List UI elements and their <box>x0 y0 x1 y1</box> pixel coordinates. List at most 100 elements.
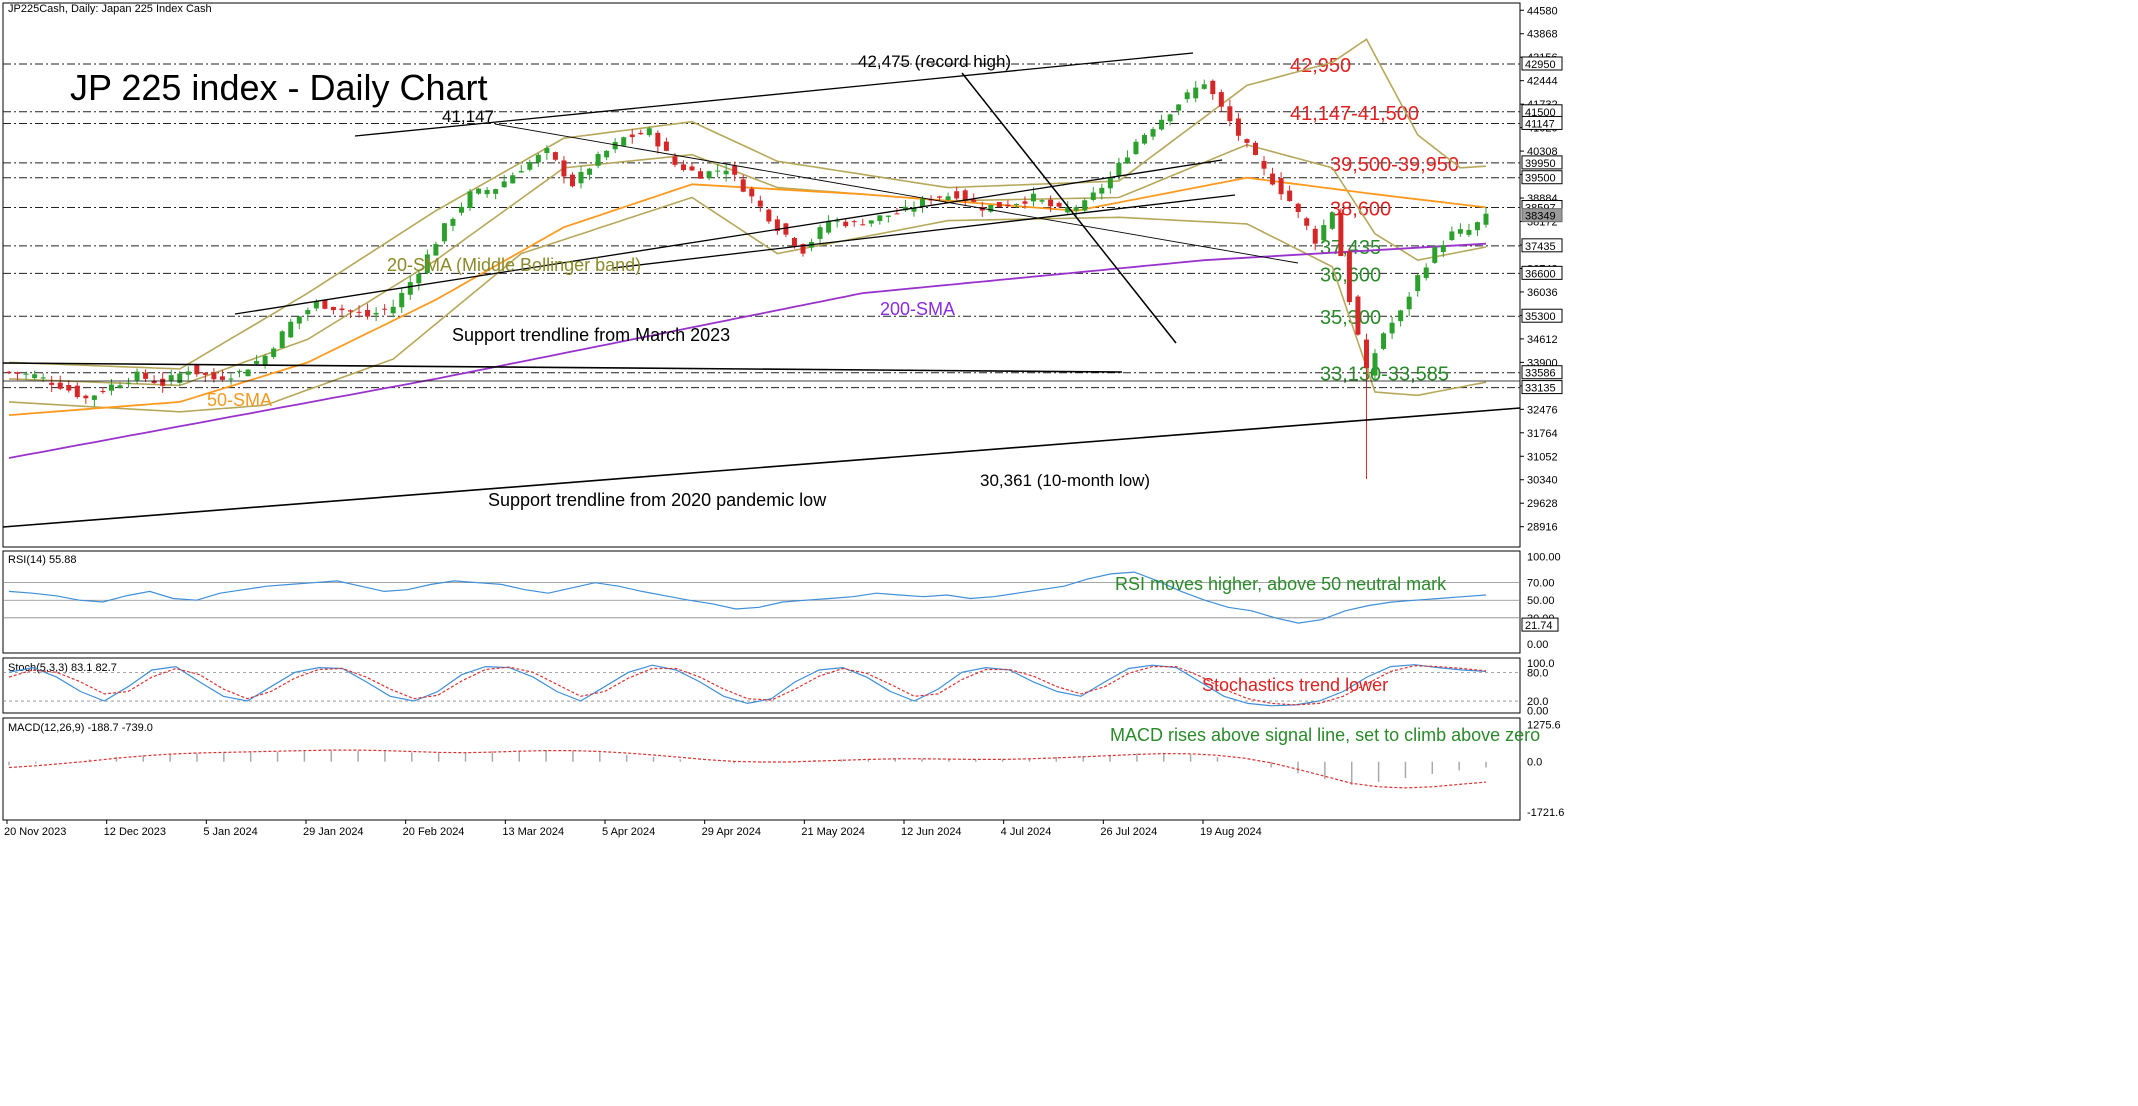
candle-body <box>962 190 968 201</box>
candle-body <box>561 160 567 177</box>
key-level-tag <box>1521 170 1563 185</box>
candle-body <box>330 306 336 311</box>
candle-body <box>1406 296 1412 310</box>
key-level-tag <box>1521 380 1563 395</box>
key-level-label: 38,600 <box>1330 199 1391 221</box>
candle-body <box>885 215 891 217</box>
candle-body <box>569 174 575 187</box>
x-axis-label: 21 May 2024 <box>801 826 865 838</box>
candle-body <box>851 221 857 223</box>
candle-body <box>1235 118 1241 136</box>
candle-body <box>433 244 439 256</box>
candle-body <box>407 282 413 295</box>
candle-body <box>1321 225 1327 241</box>
x-axis-label: 19 Aug 2024 <box>1200 826 1262 838</box>
sma200-line <box>8 242 1487 459</box>
key-level-label: 41,147-41,500 <box>1290 103 1419 125</box>
candle-body <box>774 219 780 231</box>
candle-body <box>826 220 832 233</box>
price-tick-label: 40308 <box>1527 146 1558 158</box>
candle-body <box>646 128 652 136</box>
bollinger-middle <box>8 143 1487 387</box>
candle-body <box>373 312 379 315</box>
stoch-header: Stoch(5,3,3) 83.1 82.7 <box>8 662 117 674</box>
candle-body <box>100 390 106 393</box>
candle-body <box>1065 207 1071 213</box>
candle-body <box>177 373 183 383</box>
x-axis-label: 13 Mar 2024 <box>502 826 564 838</box>
candle-body <box>288 321 294 338</box>
candle-body <box>228 378 234 380</box>
candle-body <box>1415 275 1421 292</box>
candle-body <box>1031 193 1037 202</box>
candle-body <box>1372 353 1378 376</box>
macd-tick-label: 0.0 <box>1527 757 1542 769</box>
candle-body <box>954 191 960 199</box>
macd-note: MACD rises above signal line, set to cli… <box>1110 725 1540 745</box>
rsi-header: RSI(14) 55.88 <box>8 554 76 566</box>
key-level-tag <box>1521 155 1563 170</box>
key-level-tag-text: 36600 <box>1525 268 1556 280</box>
candle-body <box>698 171 704 179</box>
candle-body <box>1449 231 1455 241</box>
price-tick-label: 31052 <box>1527 451 1558 463</box>
key-level-tag-text: 33586 <box>1525 368 1556 380</box>
candle-body <box>1457 229 1463 234</box>
candle-body <box>791 237 797 247</box>
key-level-label: 39,500-39,950 <box>1330 154 1459 176</box>
candle-body <box>1013 204 1019 206</box>
candle-body <box>467 191 473 208</box>
rsi-line <box>8 571 1487 624</box>
candle-body <box>32 374 38 379</box>
key-level-tag-text: 41500 <box>1525 107 1556 119</box>
key-level-tag <box>1521 308 1563 323</box>
candle-body <box>1167 114 1173 122</box>
candle-body <box>1150 129 1156 137</box>
stoch-d-line <box>8 665 1487 706</box>
candle-body <box>15 372 21 374</box>
candle-body <box>552 152 558 160</box>
candle-body <box>1389 322 1395 334</box>
stoch-tick-label: 100.0 <box>1527 658 1555 670</box>
candle-body <box>706 171 712 178</box>
key-level-tag-text: 37435 <box>1525 241 1556 253</box>
candle-body <box>211 372 217 380</box>
candle-body <box>313 301 319 309</box>
price-tick-label: 28916 <box>1527 522 1558 534</box>
candle-body <box>527 162 533 170</box>
candle-body <box>732 165 738 175</box>
candle-body <box>860 224 866 226</box>
price-tick-label: 36036 <box>1527 287 1558 299</box>
candle-body <box>458 206 464 213</box>
candle-body <box>834 220 840 222</box>
chart-title: JP 225 index - Daily Chart <box>70 67 488 108</box>
candle-body <box>339 308 345 311</box>
candle-body <box>1329 212 1335 229</box>
candle-body <box>1133 141 1139 155</box>
rsi-current-tag <box>1521 617 1559 632</box>
candle-body <box>996 202 1002 207</box>
candle-body <box>40 377 46 379</box>
candle-body <box>1107 177 1113 189</box>
candle-body <box>126 382 132 384</box>
price-tick-label: 34612 <box>1527 334 1558 346</box>
candle-body <box>416 273 422 284</box>
x-axis-label: 5 Jan 2024 <box>203 826 257 838</box>
trendline <box>494 123 1299 264</box>
candle-body <box>1304 218 1310 226</box>
candle-body <box>757 200 763 207</box>
x-axis-label: 12 Jun 2024 <box>901 826 962 838</box>
candle-body <box>117 385 123 388</box>
candle-body <box>1048 199 1054 207</box>
candle-body <box>1423 267 1429 278</box>
candle-body <box>1073 207 1079 211</box>
trendline <box>961 72 1177 344</box>
candle-body <box>535 154 541 163</box>
rsi-tick-label: 70.00 <box>1527 578 1555 590</box>
stoch-tick-label: 20.0 <box>1527 696 1548 708</box>
candle-body <box>254 360 260 364</box>
key-level-tag-text: 35300 <box>1525 311 1556 323</box>
candle-body <box>1338 212 1344 257</box>
candle-body <box>612 141 618 150</box>
price-tick-label: 44580 <box>1527 5 1558 17</box>
